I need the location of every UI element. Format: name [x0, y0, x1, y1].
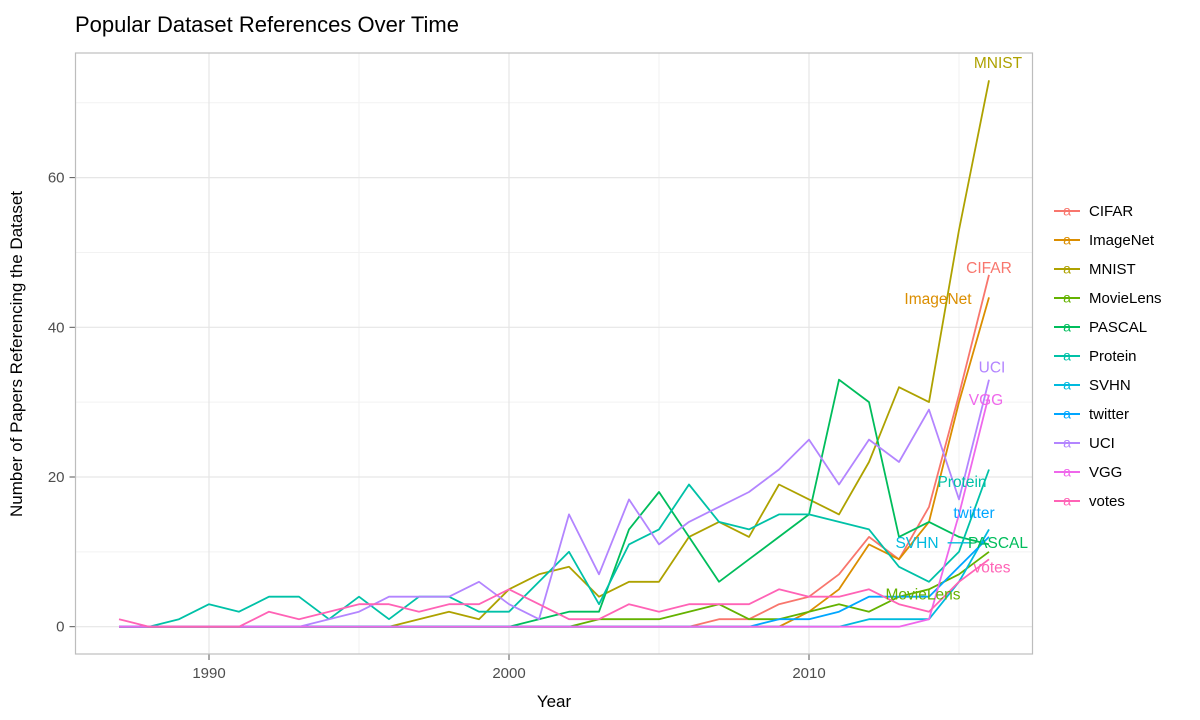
legend-key-icon: a [1054, 404, 1080, 424]
series-label-VGG: VGG [969, 392, 1003, 409]
legend-label: ImageNet [1089, 231, 1155, 249]
series-label-MovieLens: MovieLens [886, 586, 961, 603]
legend-label: UCI [1089, 434, 1115, 452]
legend-key-icon: a [1054, 288, 1080, 308]
x-tick-label: 1990 [192, 665, 225, 682]
legend-item-VGG: a VGG [1054, 461, 1162, 483]
legend-label: MovieLens [1089, 289, 1162, 307]
legend-item-twitter: a twitter [1054, 403, 1162, 425]
legend-item-votes: a votes [1054, 490, 1162, 512]
panel-background [75, 53, 1033, 654]
legend-label: Protein [1089, 347, 1137, 365]
series-label-votes: votes [973, 560, 1010, 577]
legend-key-icon: a [1054, 462, 1080, 482]
legend-item-CIFAR: a CIFAR [1054, 200, 1162, 222]
legend-key-icon: a [1054, 317, 1080, 337]
legend-key-icon: a [1054, 259, 1080, 279]
x-axis-title: Year [537, 692, 572, 711]
legend-key-icon: a [1054, 346, 1080, 366]
series-label-twitter: twitter [953, 505, 994, 522]
y-tick-label: 60 [48, 170, 65, 187]
series-label-CIFAR: CIFAR [966, 260, 1012, 277]
series-label-PASCAL: PASCAL [968, 535, 1028, 552]
legend-label: SVHN [1089, 376, 1131, 394]
y-tick-label: 40 [48, 319, 65, 336]
legend-key-icon: a [1054, 230, 1080, 250]
series-label-UCI: UCI [979, 360, 1006, 377]
series-label-ImageNet: ImageNet [904, 291, 972, 308]
legend-item-MovieLens: a MovieLens [1054, 287, 1162, 309]
y-axis-title: Number of Papers Referencing the Dataset [7, 191, 26, 517]
legend-label: VGG [1089, 463, 1123, 481]
y-tick-label: 20 [48, 469, 65, 486]
legend: a CIFAR a ImageNet a MNIST a MovieLens a PASCAL a P… [1054, 200, 1162, 512]
legend-item-ImageNet: a ImageNet [1054, 229, 1162, 251]
legend-label: votes [1089, 492, 1125, 510]
y-tick-label: 0 [56, 619, 64, 636]
series-label-MNIST: MNIST [974, 55, 1023, 72]
legend-item-UCI: a UCI [1054, 432, 1162, 454]
series-label-Protein: Protein [937, 474, 986, 491]
x-tick-label: 2010 [792, 665, 825, 682]
legend-label: CIFAR [1089, 202, 1134, 220]
plot-panel: 1990 2000 2010 0 20 40 60 MNIST CIFAR ImageNet UCI… [48, 52, 1034, 682]
legend-item-SVHN: a SVHN [1054, 374, 1162, 396]
legend-label: MNIST [1089, 260, 1136, 278]
legend-item-PASCAL: a PASCAL [1054, 316, 1162, 338]
series-line-VGG [119, 394, 990, 628]
legend-key-icon: a [1054, 491, 1080, 511]
panel-border [74, 52, 1034, 655]
series-label-SVHN: SVHN [895, 535, 938, 552]
x-tick-label: 2000 [492, 665, 525, 682]
series-line-votes [118, 558, 990, 628]
legend-key-icon: a [1054, 375, 1080, 395]
legend-label: twitter [1089, 405, 1130, 423]
legend-item-MNIST: a MNIST [1054, 258, 1162, 280]
legend-item-Protein: a Protein [1054, 345, 1162, 367]
legend-label: PASCAL [1089, 318, 1148, 336]
chart-title: Popular Dataset References Over Time [75, 12, 459, 37]
legend-key-icon: a [1054, 433, 1080, 453]
legend-key-icon: a [1054, 201, 1080, 221]
